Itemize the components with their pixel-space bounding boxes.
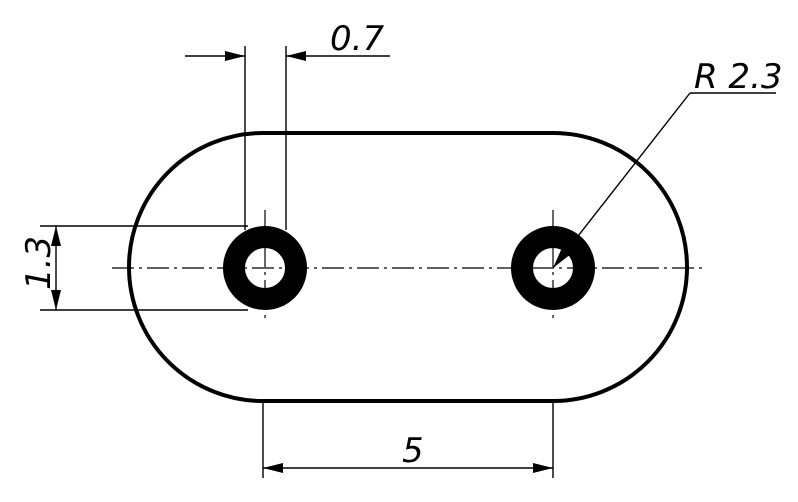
dimension-center-distance xyxy=(262,401,554,478)
dimension-hole-offset xyxy=(185,46,390,230)
dimension-label-hole-offset: 0.7 xyxy=(330,19,384,59)
left-hole xyxy=(223,226,307,310)
dimension-hole-height xyxy=(40,225,248,311)
dimension-label-radius: R 2.3 xyxy=(694,57,783,97)
dimension-radius xyxy=(552,92,776,269)
right-hole xyxy=(511,226,595,310)
radius-leader xyxy=(552,92,691,269)
dimension-label-center-distance: 5 xyxy=(402,431,424,471)
dimension-label-hole-height: 1.3 xyxy=(19,236,59,290)
part-outline xyxy=(127,131,689,403)
